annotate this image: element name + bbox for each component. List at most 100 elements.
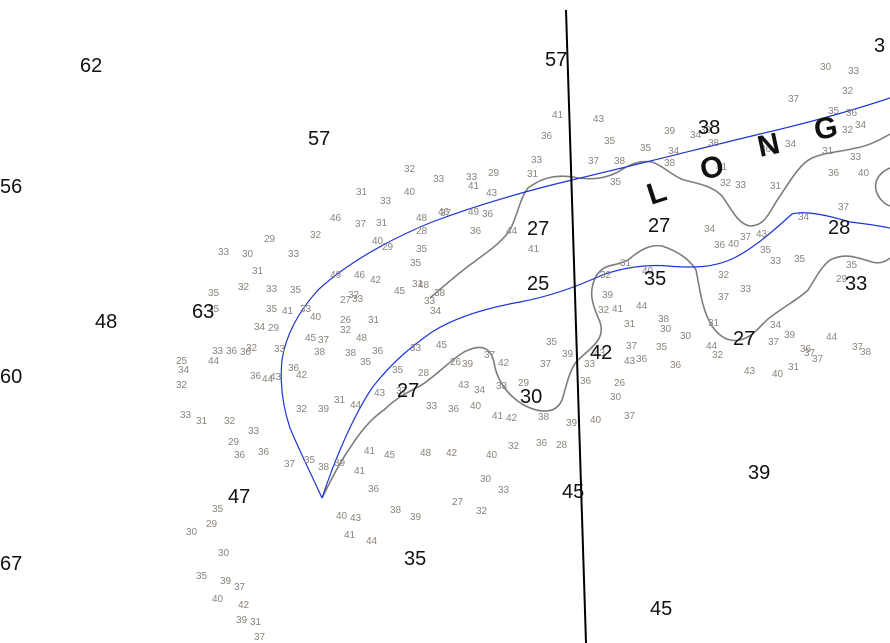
minor-sounding: 36 [580,376,592,387]
minor-sounding: 46 [354,270,366,281]
minor-sounding: 32 [508,441,520,452]
minor-sounding: 25 [176,356,188,367]
minor-sounding: 34 [668,146,680,157]
minor-sounding: 35 [610,177,622,188]
minor-sounding: 38 [664,158,676,169]
label-letter: G [811,110,840,147]
minor-sounding: 40 [212,594,224,605]
minor-sounding: 37 [234,582,246,593]
major-sounding: 3 [874,35,885,57]
minor-sounding: 44 [506,226,518,237]
minor-sounding: 30 [610,392,622,403]
minor-sounding: 36 [541,131,553,142]
minor-sounding: 32 [340,325,352,336]
minor-sounding: 36 [368,484,380,495]
minor-sounding: 37 [284,459,296,470]
minor-sounding: 43 [744,366,756,377]
minor-sounding: 38 [390,505,402,516]
minor-sounding: 37 [804,348,816,359]
minor-sounding: 33 [770,256,782,267]
minor-sounding: 48 [418,280,430,291]
minor-sounding: 41 [552,110,564,121]
minor-sounding: 37 [624,411,636,422]
minor-sounding: 31 [196,416,208,427]
minor-sounding: 49 [330,270,342,281]
minor-sounding: 35 [360,357,372,368]
minor-sounding: 38 [345,348,357,359]
minor-sounding: 37 [396,386,408,397]
minor-sounding: 42 [296,370,308,381]
minor-sounding: 40 [310,312,322,323]
major-sounding: 39 [748,462,770,484]
minor-sounding: 40 [642,266,654,277]
minor-sounding: 44 [262,374,274,385]
minor-sounding: 35 [196,571,208,582]
minor-sounding: 36 [372,346,384,357]
minor-sounding: 39 [220,576,232,587]
minor-sounding: 43 [756,229,768,240]
minor-sounding: 39 [318,404,330,415]
minor-sounding: 27 [340,295,352,306]
major-sounding: 33 [845,273,867,295]
minor-sounding: 39 [462,359,474,370]
minor-sounding: 27 [452,497,464,508]
minor-sounding: 39 [566,418,578,429]
minor-sounding: 46 [438,207,450,218]
major-sounding: 67 [0,553,22,575]
minor-sounding: 30 [480,474,492,485]
minor-sounding: 33 [584,359,596,370]
minor-sounding: 26 [614,378,626,389]
minor-sounding: 37 [718,292,730,303]
minor-sounding: 33 [380,196,392,207]
minor-sounding: 32 [246,343,258,354]
minor-sounding: 31 [770,181,782,192]
minor-sounding: 29 [228,437,240,448]
minor-sounding: 34 [785,139,797,150]
minor-sounding: 40 [590,415,602,426]
minor-sounding: 44 [826,332,838,343]
minor-sounding: 31 [527,169,539,180]
minor-sounding: 35 [304,455,316,466]
minor-sounding: 40 [404,187,416,198]
minor-sounding: 30 [660,324,672,335]
minor-sounding: 39 [784,330,796,341]
minor-sounding: 32 [238,282,250,293]
minor-sounding: 33 [531,155,543,166]
meridian-line [565,9,587,643]
minor-sounding: 34 [855,120,867,131]
minor-sounding: 32 [712,350,724,361]
minor-sounding: 33 [274,344,286,355]
minor-sounding: 36 [800,344,812,355]
place-name-label: LON G [643,110,840,211]
minor-sounding: 43 [486,188,498,199]
minor-sounding: 33 [426,401,438,412]
major-sounding: 56 [0,176,22,198]
major-sounding: 27 [527,218,549,240]
minor-sounding: 29 [488,168,500,179]
minor-sounding: 31 [788,362,800,373]
minor-sounding: 31 [368,315,380,326]
minor-sounding: 33 [850,152,862,163]
minor-sounding: 41 [364,446,376,457]
minor-sounding: 34 [798,212,810,223]
minor-sounding: 36 [470,226,482,237]
minor-sounding: 39 [334,458,346,469]
minor-sounding: 35 [546,337,558,348]
minor-sounding: 39 [664,126,676,137]
minor-sounding: 33 [466,172,478,183]
minor-sounding: 36 [760,144,772,155]
minor-sounding: 45 [384,450,396,461]
minor-sounding: 34 [474,385,486,396]
minor-sounding: 26 [450,357,462,368]
minor-sounding: 38 [658,314,670,325]
minor-sounding: 33 [433,174,445,185]
minor-sounding: 45 [394,286,406,297]
minor-sounding: 42 [370,275,382,286]
route-line-north [280,97,890,499]
minor-sounding: 40 [336,511,348,522]
minor-sounding: 36 [482,209,494,220]
minor-sounding: 40 [372,236,384,247]
minor-sounding: 40 [470,401,482,412]
minor-sounding: 37 [440,208,452,219]
